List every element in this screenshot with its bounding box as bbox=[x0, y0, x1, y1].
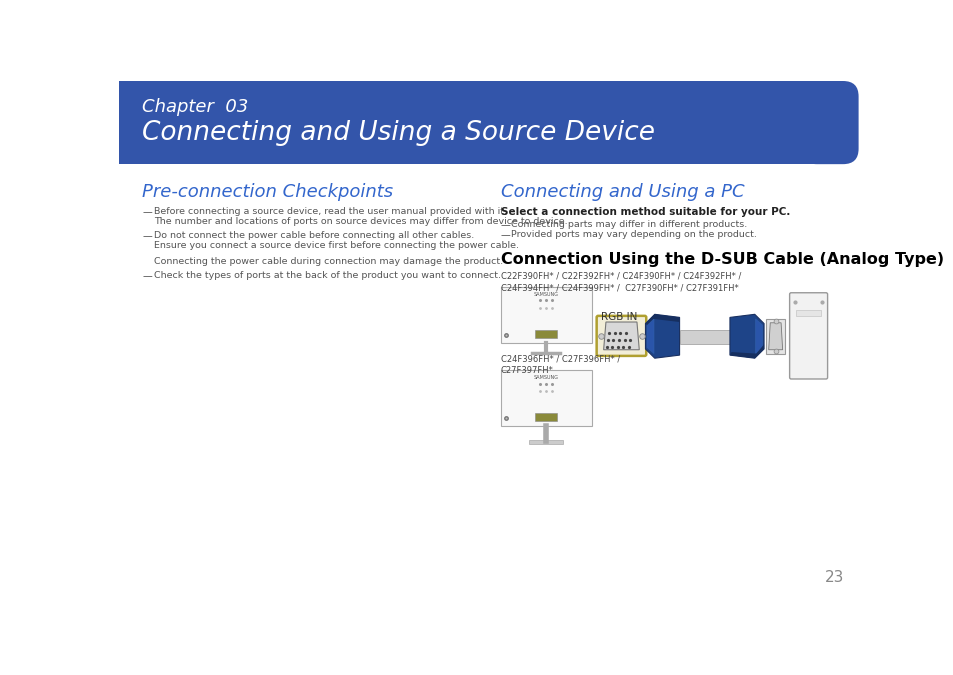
Text: 23: 23 bbox=[823, 570, 843, 585]
Polygon shape bbox=[755, 319, 761, 354]
Text: The number and locations of ports on source devices may differ from device to de: The number and locations of ports on sou… bbox=[154, 217, 567, 226]
Text: Provided ports may vary depending on the product.: Provided ports may vary depending on the… bbox=[510, 230, 756, 238]
Text: Select a connection method suitable for your PC.: Select a connection method suitable for … bbox=[500, 207, 789, 217]
Text: —: — bbox=[142, 231, 152, 241]
Bar bbox=[765, 319, 784, 354]
Polygon shape bbox=[768, 323, 781, 350]
Text: Connection Using the D-SUB Cable (Analog Type): Connection Using the D-SUB Cable (Analog… bbox=[500, 252, 943, 267]
FancyBboxPatch shape bbox=[596, 316, 645, 356]
Text: SAMSUNG: SAMSUNG bbox=[534, 375, 558, 380]
Polygon shape bbox=[646, 319, 654, 354]
Bar bbox=[535, 329, 557, 338]
Text: —: — bbox=[142, 207, 152, 217]
Polygon shape bbox=[729, 315, 763, 358]
Bar bbox=[119, 81, 823, 164]
Text: —: — bbox=[142, 271, 152, 281]
Text: Connecting the power cable during connection may damage the product.: Connecting the power cable during connec… bbox=[154, 257, 503, 267]
Text: Pre-connection Checkpoints: Pre-connection Checkpoints bbox=[142, 183, 394, 200]
Polygon shape bbox=[645, 315, 679, 358]
Bar bbox=[535, 413, 557, 421]
FancyBboxPatch shape bbox=[801, 81, 858, 164]
Text: —: — bbox=[500, 219, 510, 230]
Text: Connecting and Using a Source Device: Connecting and Using a Source Device bbox=[142, 119, 655, 146]
Text: —: — bbox=[500, 230, 510, 240]
Text: Chapter  03: Chapter 03 bbox=[142, 98, 249, 116]
Text: Before connecting a source device, read the user manual provided with it.: Before connecting a source device, read … bbox=[154, 207, 507, 216]
Polygon shape bbox=[729, 344, 763, 358]
Text: SAMSUNG: SAMSUNG bbox=[534, 292, 558, 297]
Bar bbox=[529, 440, 562, 443]
Text: RGB IN: RGB IN bbox=[600, 312, 637, 322]
Bar bbox=[679, 329, 729, 344]
Text: Ensure you connect a source device first before connecting the power cable.: Ensure you connect a source device first… bbox=[154, 241, 518, 250]
Polygon shape bbox=[603, 322, 639, 350]
Text: Check the types of ports at the back of the product you want to connect.: Check the types of ports at the back of … bbox=[154, 271, 500, 280]
Bar bbox=[500, 287, 592, 343]
Text: C24F396FH* / C27F396FH* /
C27F397FH*: C24F396FH* / C27F396FH* / C27F397FH* bbox=[500, 354, 619, 375]
FancyBboxPatch shape bbox=[789, 293, 827, 379]
Text: Connecting and Using a PC: Connecting and Using a PC bbox=[500, 183, 743, 200]
Bar bbox=[795, 310, 821, 316]
Text: Connecting parts may differ in different products.: Connecting parts may differ in different… bbox=[510, 219, 746, 229]
Bar bbox=[500, 370, 592, 426]
Polygon shape bbox=[645, 315, 679, 325]
Text: C22F390FH* / C22F392FH* / C24F390FH* / C24F392FH* /
C24F394FH* / C24F399FH* /  C: C22F390FH* / C22F392FH* / C24F390FH* / C… bbox=[500, 272, 740, 293]
Text: Do not connect the power cable before connecting all other cables.: Do not connect the power cable before co… bbox=[154, 231, 474, 240]
